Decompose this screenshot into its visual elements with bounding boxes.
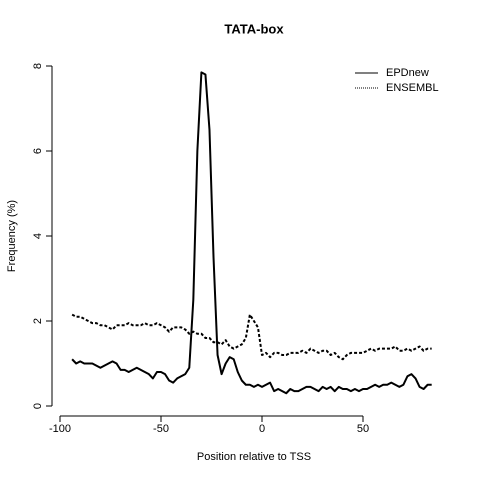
y-axis-label: Frequency (%) bbox=[6, 200, 18, 272]
x-tick-label: 50 bbox=[357, 423, 369, 435]
legend-label: ENSEMBL bbox=[386, 82, 439, 94]
y-tick-label: 0 bbox=[32, 403, 44, 409]
y-tick-label: 6 bbox=[32, 148, 44, 154]
y-tick-label: 4 bbox=[32, 233, 44, 239]
series-line bbox=[71, 313, 432, 361]
y-tick-label: 2 bbox=[32, 318, 44, 324]
y-tick-label: 8 bbox=[32, 63, 44, 69]
chart-title: TATA-box bbox=[224, 21, 284, 36]
legend-label: EPDnew bbox=[386, 67, 429, 79]
x-tick-label: 0 bbox=[259, 423, 265, 435]
series-line bbox=[71, 71, 432, 395]
x-tick-label: -100 bbox=[49, 423, 71, 435]
x-tick-label: -50 bbox=[153, 423, 169, 435]
x-axis-label: Position relative to TSS bbox=[197, 451, 311, 463]
